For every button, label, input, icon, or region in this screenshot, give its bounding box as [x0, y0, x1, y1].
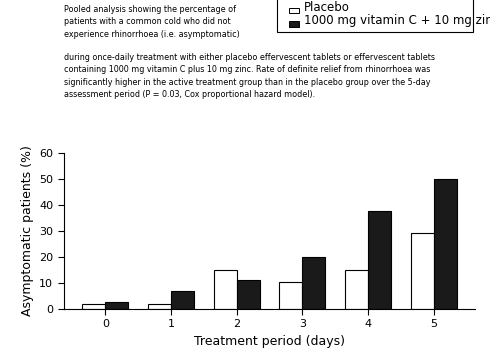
Bar [411, 233, 434, 309]
X-axis label: Treatment period (days): Treatment period (days) [194, 335, 345, 348]
Bar [345, 270, 368, 309]
Bar [434, 179, 457, 309]
Bar [82, 304, 105, 309]
Bar [237, 280, 260, 309]
Bar [148, 304, 171, 309]
Bar [279, 282, 302, 309]
Bar [105, 302, 128, 309]
Text: during once-daily treatment with either placebo effervescent tablets or efferves: during once-daily treatment with either … [64, 53, 435, 99]
Text: Pooled analysis showing the percentage of
patients with a common cold who did no: Pooled analysis showing the percentage o… [64, 5, 240, 39]
Y-axis label: Asymptomatic patients (%): Asymptomatic patients (%) [21, 145, 34, 316]
Bar [368, 211, 391, 309]
Text: Placebo: Placebo [304, 1, 349, 14]
Bar [302, 257, 325, 309]
Text: 1000 mg vitamin C + 10 mg zinc: 1000 mg vitamin C + 10 mg zinc [304, 14, 490, 27]
Bar [171, 291, 194, 309]
Bar [214, 270, 237, 309]
